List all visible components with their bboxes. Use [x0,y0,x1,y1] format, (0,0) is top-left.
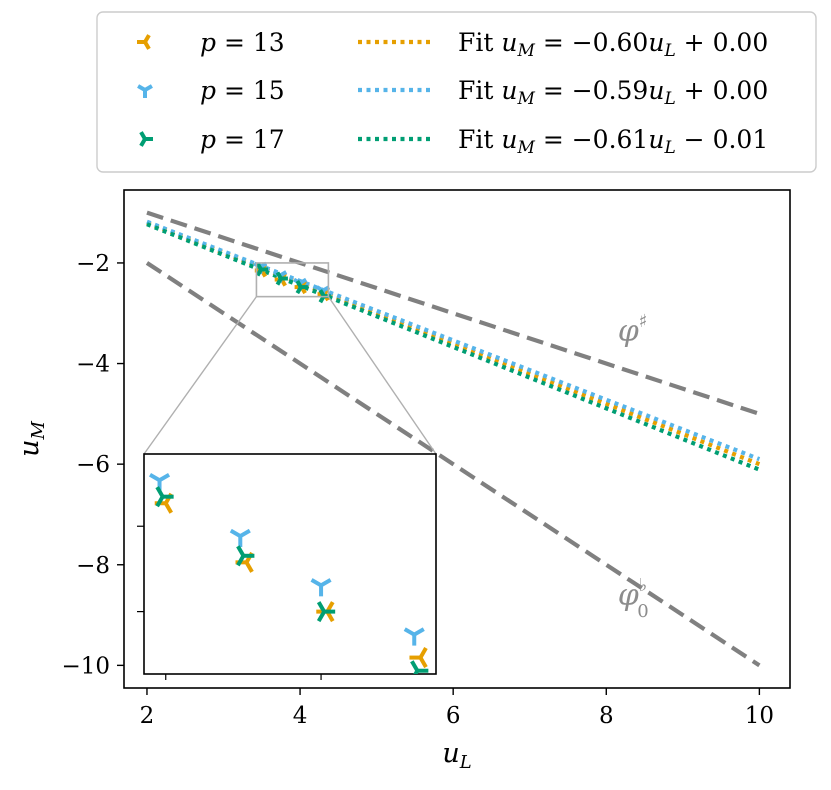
legend-label-1: p = 15 [200,76,285,105]
y-axis-label: uM [14,421,49,457]
y-tick-label-4: −10 [61,653,110,679]
reference-line-phi-sharp [146,210,761,416]
zoom-connector-left [143,296,258,455]
y-tick-label-2: −6 [76,452,110,478]
data-point-s2-1 [275,271,288,286]
fit-line-2 [146,222,761,472]
zoom-connector-right [327,296,437,455]
legend-fit-label-0: Fit uM = −0.60uL + 0.00 [458,28,768,61]
x-tick-label-4: 10 [745,703,774,729]
legend-marker-2 [139,131,153,147]
inset-point-s2-0 [155,486,174,508]
inset-point-s1-3 [403,627,425,646]
inset-point-s2-1 [236,545,255,567]
inset-point-s2-2 [316,601,336,623]
annotation-0: φ♯ [618,311,648,349]
plot-frame [123,189,791,689]
x-tick-label-3: 8 [599,703,614,729]
annotation-1: φ♭ 0 [618,575,649,622]
legend-fit-label-2: Fit uM = −0.61uL − 0.01 [458,125,768,158]
inset-point-s2-3 [410,660,429,674]
x-axis-label: uL [442,738,471,773]
fit-line-1 [146,219,761,462]
y-tick-label-0: −2 [76,251,110,277]
inset-frame [143,453,437,675]
plot-area [145,210,761,668]
x-tick-label-2: 6 [446,703,461,729]
y-tick-label-1: −4 [76,352,110,378]
x-tick-label-0: 2 [140,703,155,729]
zoom-region-box [255,262,330,298]
inset-point-s1-1 [229,528,251,548]
legend-fit-label-1: Fit uM = −0.59uL + 0.00 [458,76,768,109]
legend-label-2: p = 17 [200,125,285,154]
fit-line-0 [146,220,761,467]
x-tick-label-1: 4 [293,703,308,729]
legend-box [96,11,817,173]
legend-marker-1 [137,84,153,98]
reference-line-phi-flat-0 [145,261,761,668]
data-point-s2-2 [295,280,308,295]
inset-point-s0-3 [409,647,428,669]
inset-plot-area [149,473,429,674]
data-point-s2-0 [255,262,269,277]
inset-point-s1-2 [310,578,332,597]
legend-marker-0 [137,34,151,50]
legend-label-0: p = 13 [200,28,285,57]
y-tick-label-3: −8 [76,553,110,579]
